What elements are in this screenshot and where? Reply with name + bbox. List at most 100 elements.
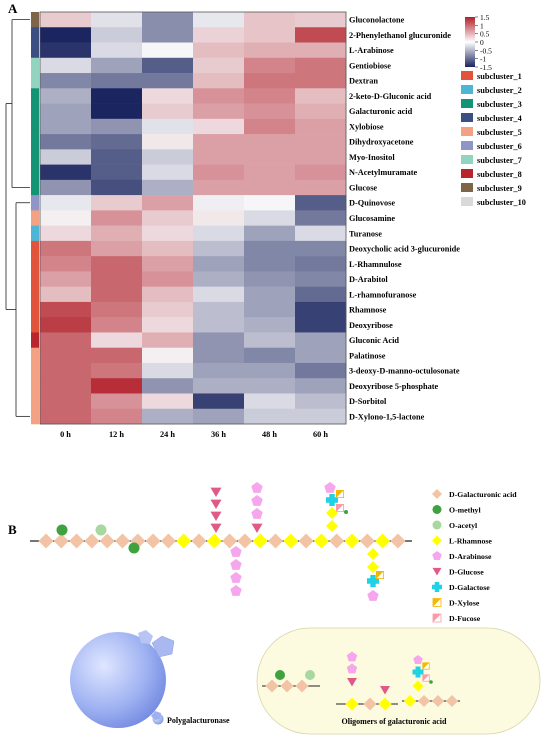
heatmap-cell [193,164,245,181]
subcluster-label: subcluster_8 [477,170,522,179]
heatmap-cell [91,240,143,257]
heatmap-cell [193,134,245,150]
heatmap-cell [295,88,347,104]
heatmap-cell [91,118,143,135]
rhamnose-residue [344,533,360,549]
color-scale-tick-label: 0 [480,38,484,47]
arabinose-residue [251,495,263,506]
legend-label: O-acetyl [449,521,478,530]
heatmap-cell [40,332,92,349]
heatmap-cell [193,332,245,349]
rhamnose-residue [326,507,338,519]
row-label: Deoxyribose 5-phosphate [349,382,439,391]
heatmap-cell [193,179,245,196]
heatmap-cell [244,317,296,333]
subcluster-cell [31,88,39,104]
heatmap-cell [142,164,194,181]
heatmap-cell [142,12,194,28]
heatmap-cell [244,271,296,287]
heatmap-cell [295,332,347,349]
galactose-residue [326,494,338,506]
heatmap-cell [295,134,347,150]
glucose-residue [251,523,263,533]
color-scale-tick-label: 0.5 [480,30,490,39]
heatmap-cell [295,347,347,364]
heatmap-cell [91,210,143,226]
heatmap-cell [295,271,347,287]
heatmap-cell [193,225,245,242]
xylose-residue-fill [376,571,384,579]
subcluster-label: subcluster_6 [477,142,522,151]
subcluster-cell [31,332,39,349]
heatmap-cell [91,332,143,349]
heatmap-cell [142,332,194,349]
galacturonic-acid-residue [160,533,176,549]
row-label: Palatinose [349,351,386,360]
oligomers-label: Oligomers of galacturonic acid [342,717,448,726]
arabinose-residue [346,663,358,674]
heatmap-cell [193,103,245,120]
heatmap-cell [244,103,296,120]
heatmap-cell [142,240,194,257]
heatmap-cell [91,88,143,104]
color-scale-tick-label: -1.5 [480,63,492,72]
heatmap-cell [244,240,296,257]
color-scale-tick-label: 1.5 [480,13,490,22]
glucose-residue [347,678,357,687]
heatmap-cell [142,286,194,303]
galacturonic-acid-residue [432,695,444,707]
galacturonic-acid-residue [268,533,283,549]
legend-label: D-Arabinose [449,552,492,561]
rhamnose-residue [375,533,391,549]
heatmap-cell [295,393,347,410]
heatmap-cell [295,27,347,43]
column-label: 60 h [313,430,328,439]
row-label: Deoxyribose [349,321,393,330]
heatmap-cell [295,195,347,211]
color-scale-bar [465,17,475,67]
heatmap-grid [40,12,347,425]
heatmap-cell [40,362,92,379]
arabinose-residue [413,655,423,664]
glucose-residue [380,686,390,695]
subcluster-label: subcluster_9 [477,184,522,193]
heatmap-cell [244,27,296,43]
heatmap-cell [244,195,296,211]
legend-circle-icon [432,505,442,514]
rhamnose-residue [412,680,424,692]
galacturonic-acid-residue [265,679,279,693]
legend-label: D-Glucose [449,568,484,577]
polygalacturonase-enzyme: Polygalacturonase [70,630,230,728]
heatmap-cell [40,88,92,104]
heatmap-cell [193,27,245,43]
rhamnose-residue [378,697,392,711]
row-label: Dextran [349,77,378,86]
subcluster-cell [31,256,39,272]
subcluster-cell [31,134,39,150]
arabinose-residue [346,651,358,662]
row-label: Glucose [349,183,377,192]
xylose-residue-fill [422,662,430,670]
heatmap-cell [193,42,245,59]
heatmap-cell [91,164,143,181]
heatmap-cell [244,393,296,410]
galacturonic-acid-residue [363,697,377,711]
row-label: Gluconolactone [349,16,405,25]
o-acetyl-group [305,670,315,680]
heatmap-cell [193,118,245,135]
row-label: Gluconic Acid [349,336,399,345]
heatmap-cell [193,256,245,272]
heatmap-cell [244,225,296,242]
rhamnose-residue [404,695,416,707]
o-methyl-group [344,510,348,514]
legend-label: D-Galacturonic acid [449,490,517,499]
heatmap-frame [39,11,347,425]
monosaccharide-legend: D-Galacturonic acid O-methyl O-acetyl L-Rha… [432,489,517,623]
row-dendrogram [5,19,30,417]
legend-circle-icon [432,520,442,530]
heatmap-cell [295,12,347,28]
column-label: 48 h [262,430,277,439]
subcluster-cell [31,240,39,257]
heatmap-cell [193,408,245,425]
fucose-residue-fill [336,504,344,512]
